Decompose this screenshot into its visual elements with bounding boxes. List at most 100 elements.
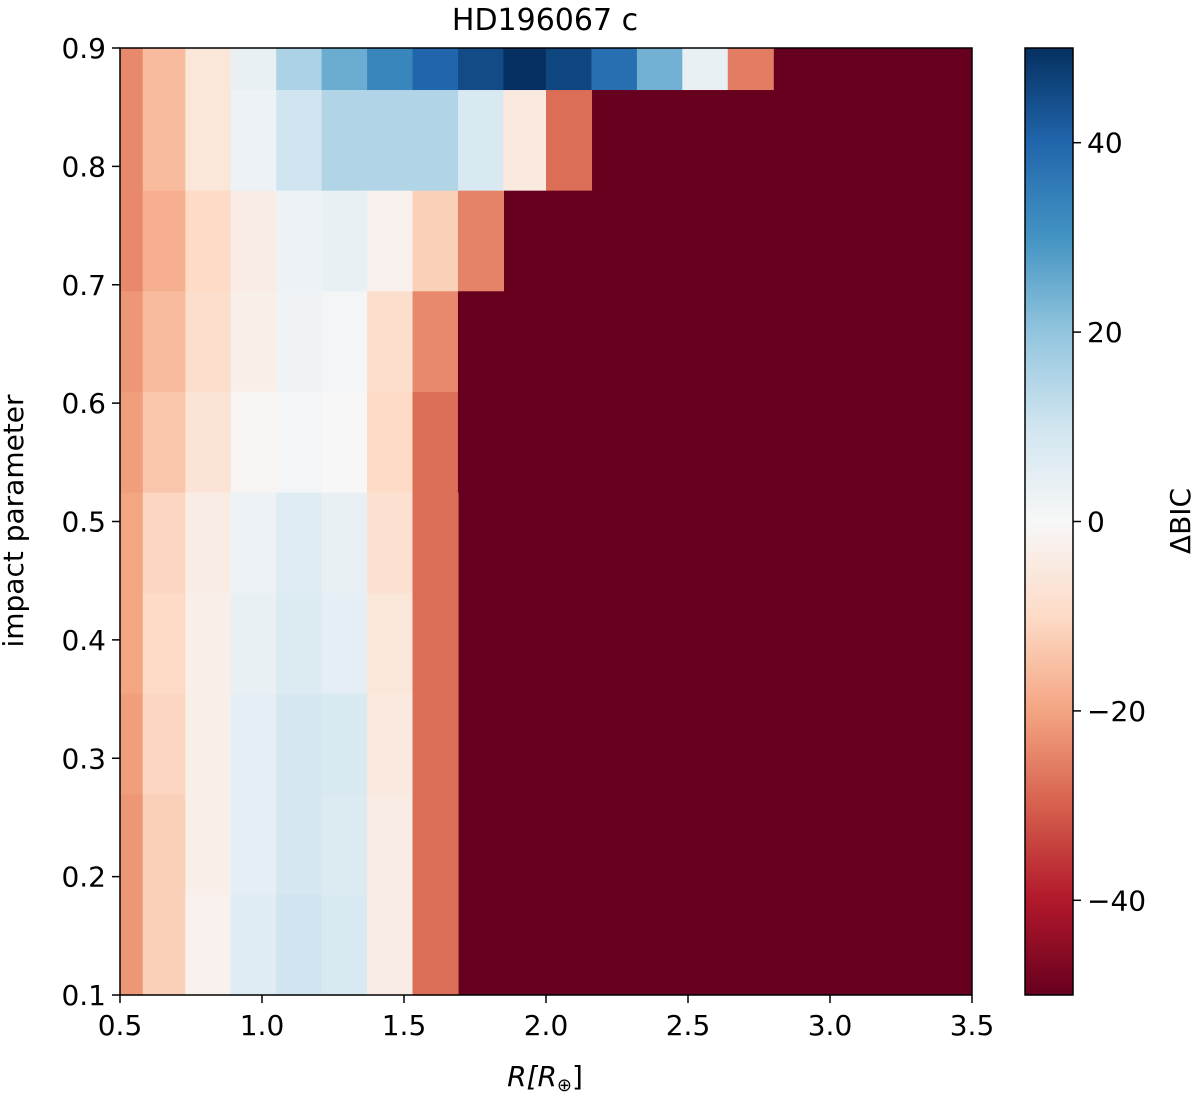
y-tick-label: 0.8	[61, 150, 106, 183]
heatmap-cell	[367, 592, 414, 694]
heatmap-cell	[185, 48, 232, 91]
heatmap-cell	[412, 894, 459, 996]
heatmap-cell	[276, 190, 323, 292]
heatmap-cell	[412, 89, 459, 191]
heatmap-cell	[230, 793, 277, 895]
heatmap-cell	[321, 391, 368, 493]
heatmap-cell	[185, 693, 232, 795]
y-tick-label: 0.9	[61, 32, 106, 65]
heatmap-cell	[457, 290, 504, 392]
y-tick-label: 0.2	[61, 861, 106, 894]
heatmap-cell	[276, 290, 323, 392]
x-axis-label-sub: ⊕	[557, 1075, 572, 1093]
y-axis-label: impact parameter	[0, 394, 30, 648]
heatmap-cell	[367, 89, 414, 191]
heatmap-cell	[412, 290, 459, 392]
heatmap-cell	[230, 894, 277, 996]
heatmap-cell	[142, 89, 186, 191]
heatmap-cell	[727, 48, 774, 91]
heatmap-cell	[276, 592, 323, 694]
heatmap-cell	[367, 793, 414, 895]
colorbar-tick-label: 20	[1087, 316, 1123, 349]
y-tick-label: 0.7	[61, 269, 106, 302]
colorbar-tick-label: 40	[1087, 127, 1123, 160]
heatmap-cell	[185, 491, 232, 594]
x-axis-label: R[R⊕]	[507, 1060, 583, 1093]
x-tick-label: 2.5	[666, 1009, 711, 1042]
heatmap-cell	[120, 290, 144, 392]
y-tick-label: 0.4	[61, 624, 106, 657]
y-tick-label: 0.1	[61, 979, 106, 1012]
heatmap-cell	[503, 89, 547, 191]
heatmap-cell	[230, 48, 277, 91]
heatmap-cell	[230, 491, 277, 594]
heatmap-cell	[142, 793, 186, 895]
heatmap-cell	[367, 693, 414, 795]
heatmap-cell	[321, 894, 368, 996]
heatmap-cell	[412, 793, 459, 895]
heatmap-cell	[367, 190, 414, 292]
heatmap-cell	[503, 48, 547, 91]
heatmap-cell	[321, 793, 368, 895]
x-axis-label-close: ]	[572, 1060, 583, 1093]
heatmap-cell	[276, 793, 323, 895]
heatmap-cell	[412, 391, 459, 493]
x-tick-label: 1.0	[240, 1009, 285, 1042]
colorbar-label: ΔBIC	[1164, 488, 1197, 554]
heatmap-cell	[142, 894, 186, 996]
heatmap-cell	[412, 48, 459, 91]
heatmap-cell	[276, 391, 323, 493]
heatmap-cell	[367, 894, 414, 996]
heatmap-cell	[546, 89, 593, 191]
heatmap-cell	[412, 693, 459, 795]
heatmap-cell	[142, 290, 186, 392]
x-axis-label-main: R[R	[507, 1060, 557, 1093]
x-tick-label: 3.0	[808, 1009, 853, 1042]
heatmap-cell	[120, 391, 144, 493]
heatmap-cell	[230, 391, 277, 493]
heatmap-cell	[142, 48, 186, 91]
heatmap-cell	[367, 290, 414, 392]
heatmap-cell	[546, 48, 593, 91]
heatmap-cell	[457, 391, 504, 493]
heatmap-cell	[142, 592, 186, 694]
heatmap-cell	[230, 290, 277, 392]
heatmap-cell	[185, 793, 232, 895]
heatmap-cell	[120, 491, 144, 594]
heatmap-cell	[412, 491, 459, 594]
heatmap-cell	[185, 391, 232, 493]
heatmap-cells	[120, 48, 972, 996]
heatmap-cell	[682, 48, 729, 91]
heatmap-cell	[230, 190, 277, 292]
heatmap-cell	[276, 89, 323, 191]
heatmap-cell	[120, 894, 144, 996]
heatmap-cell	[412, 190, 459, 292]
heatmap-cell	[321, 48, 368, 91]
heatmap-cell	[367, 491, 414, 594]
heatmap-cell	[321, 693, 368, 795]
heatmap-cell	[230, 693, 277, 795]
heatmap-cell	[120, 48, 144, 91]
x-tick-label: 2.0	[524, 1009, 569, 1042]
heatmap-cell	[321, 89, 368, 191]
heatmap-cell	[230, 592, 277, 694]
y-axis-ticks: 0.1 0.2 0.3 0.4 0.5 0.6 0.7 0.8 0.9	[61, 32, 120, 1012]
x-tick-label: 0.5	[98, 1009, 143, 1042]
heatmap-cell	[457, 48, 504, 91]
heatmap-cell	[230, 89, 277, 191]
heatmap-cell	[457, 190, 504, 292]
heatmap-cell	[142, 693, 186, 795]
heatmap-cell	[321, 290, 368, 392]
heatmap-cell	[142, 190, 186, 292]
heatmap-cell	[276, 48, 323, 91]
heatmap-cell	[142, 391, 186, 493]
colorbar-tick-label: −40	[1087, 884, 1146, 917]
heatmap-cell	[636, 48, 683, 91]
heatmap-cell	[367, 391, 414, 493]
heatmap-cell	[321, 592, 368, 694]
y-tick-label: 0.6	[61, 387, 106, 420]
heatmap-cell	[120, 89, 144, 191]
heatmap-cell	[321, 491, 368, 594]
x-tick-label: 3.5	[950, 1009, 995, 1042]
